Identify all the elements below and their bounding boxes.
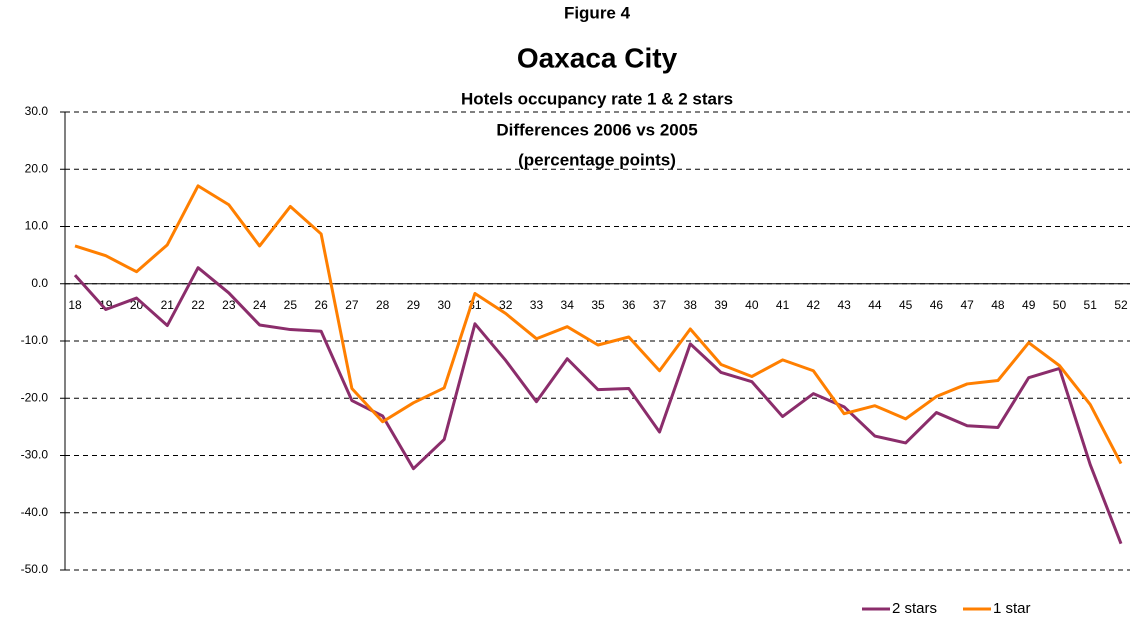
chart-title: Figure 4: [564, 3, 631, 22]
chart-subtitle: Oaxaca City: [517, 42, 678, 73]
x-tick-label: 25: [284, 298, 298, 312]
x-tick-label: 42: [807, 298, 821, 312]
y-tick-label: 20.0: [25, 161, 49, 175]
x-tick-label: 46: [930, 298, 944, 312]
x-tick-label: 47: [960, 298, 974, 312]
annotation: Differences 2006 vs 2005: [496, 120, 697, 139]
x-tick-label: 44: [868, 298, 882, 312]
x-tick-label: 49: [1022, 298, 1036, 312]
annotation: (percentage points): [518, 150, 676, 169]
x-tick-label: 26: [314, 298, 328, 312]
x-tick-label: 30: [437, 298, 451, 312]
x-tick-label: 28: [376, 298, 390, 312]
x-tick-label: 33: [530, 298, 544, 312]
x-tick-label: 32: [499, 298, 513, 312]
x-tick-label: 52: [1114, 298, 1128, 312]
line-series: [73, 266, 1123, 545]
x-tick-label: 39: [714, 298, 728, 312]
x-tick-label: 38: [684, 298, 698, 312]
y-tick-label: -20.0: [21, 390, 49, 404]
x-tick-label: 23: [222, 298, 236, 312]
x-tick-label: 36: [622, 298, 636, 312]
x-tick-label: 35: [591, 298, 605, 312]
y-tick-label: 30.0: [25, 104, 49, 118]
x-tick-label: 41: [776, 298, 790, 312]
x-tick-label: 29: [407, 298, 421, 312]
x-tick-label: 48: [991, 298, 1005, 312]
y-tick-label: 0.0: [31, 276, 48, 290]
line-series: [74, 184, 1123, 465]
x-tick-label: 34: [561, 298, 575, 312]
x-tick-label: 37: [653, 298, 667, 312]
legend-label: 1 star: [993, 600, 1031, 617]
x-tick-label: 24: [253, 298, 267, 312]
x-tick-label: 50: [1053, 298, 1067, 312]
legend-label: 2 stars: [892, 600, 937, 617]
x-tick-label: 21: [161, 298, 175, 312]
y-tick-label: 10.0: [25, 219, 49, 233]
x-tick-label: 40: [745, 298, 759, 312]
x-tick-label: 43: [837, 298, 851, 312]
y-tick-label: -10.0: [21, 333, 49, 347]
x-tick-label: 22: [191, 298, 205, 312]
plot-area: -50.0 -40.0 -30.0 -20.0 -10.0 0.0 10.0 20.0 30.0…: [21, 104, 1130, 576]
y-tick-label: -50.0: [21, 562, 49, 576]
x-tick-label: 45: [899, 298, 913, 312]
y-tick-label: -40.0: [21, 505, 49, 519]
y-tick-label: -30.0: [21, 448, 49, 462]
x-tick-label: 51: [1084, 298, 1098, 312]
annotation: Hotels occupancy rate 1 & 2 stars: [461, 89, 733, 108]
x-tick-label: 18: [68, 298, 82, 312]
x-tick-label: 27: [345, 298, 359, 312]
